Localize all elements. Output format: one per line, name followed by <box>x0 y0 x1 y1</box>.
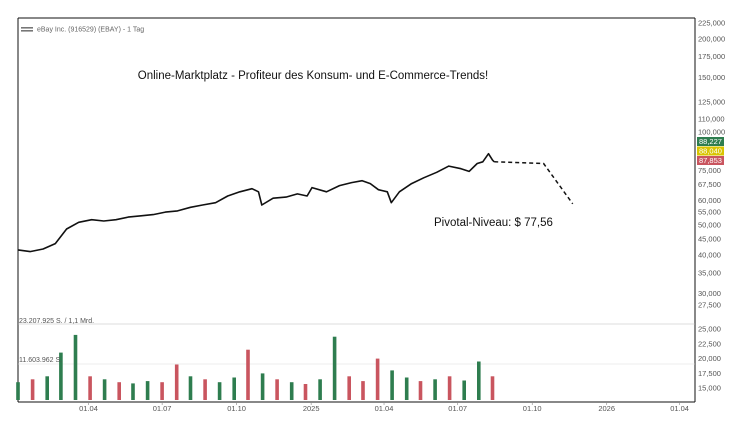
price-axis-tick: 35,000 <box>698 268 721 277</box>
price-axis-tick: 200,000 <box>698 34 725 43</box>
price-badge <box>697 156 724 165</box>
price-line <box>17 152 495 253</box>
price-axis-tick: 225,000 <box>698 19 725 28</box>
volume-bar <box>303 384 308 400</box>
volume-max-label: 23.207.925 S. / 1,1 Mrd. <box>19 318 94 325</box>
volume-bar <box>45 376 49 400</box>
volume-bar <box>332 336 337 400</box>
volume-bar <box>203 379 207 400</box>
price-axis-tick: 30,000 <box>698 289 721 298</box>
time-axis-tick: 01.04 <box>375 404 394 413</box>
volume-bar <box>404 377 409 400</box>
volume-bar <box>462 380 466 400</box>
time-axis: 01.04 01.07 01.10 2025 01.04 01.07 01.10 2026 01… <box>79 402 689 413</box>
price-axis-tick: 175,000 <box>698 52 725 61</box>
time-axis-tick: 01.04 <box>670 404 689 413</box>
volume-bar <box>260 373 265 400</box>
line-style-icon <box>21 27 33 29</box>
volume-bar <box>232 377 236 400</box>
price-badge-label: 88,040 <box>699 147 722 156</box>
volume-bar <box>375 358 380 400</box>
price-axis-tick: 67,500 <box>698 180 721 189</box>
time-axis-tick: 01.10 <box>523 404 542 413</box>
volume-bar <box>390 370 394 400</box>
price-badge-label: 87,853 <box>699 156 722 165</box>
price-axis-tick: 125,000 <box>698 97 725 106</box>
headline-annotation: Online-Marktplatz - Profiteur des Konsum… <box>138 70 488 82</box>
time-axis-tick: 01.07 <box>153 404 172 413</box>
price-axis-tick: 100,000 <box>698 127 725 136</box>
projection-line <box>494 161 574 205</box>
volume-bar <box>174 364 179 400</box>
volume-bar <box>102 379 107 400</box>
chart-frame <box>17 17 696 403</box>
price-axis-tick: 150,000 <box>698 73 725 82</box>
price-axis-tick: 40,000 <box>698 250 721 259</box>
volume-axis-tick: 22,500 <box>698 339 721 348</box>
volume-bar <box>188 376 193 400</box>
volume-bar <box>490 376 495 400</box>
price-plot <box>17 152 574 253</box>
price-badge-label: 88,227 <box>699 137 722 146</box>
volume-bar <box>88 376 92 400</box>
volume-bar <box>418 381 423 400</box>
volume-mid-label: 11.603.962 S. <box>19 357 62 364</box>
price-axis: 225,000 200,000 175,000 150,000 125,000 110,0… <box>698 19 725 310</box>
volume-axis-tick: 25,000 <box>698 325 721 334</box>
instrument-label: eBay Inc. (916529) (EBAY) - 1 Tag <box>37 27 144 34</box>
volume-bar <box>16 382 20 400</box>
volume-axis-tick: 15,000 <box>698 384 721 393</box>
volume-bar <box>131 383 135 400</box>
volume-bar <box>361 381 365 400</box>
volume-bar <box>347 376 351 400</box>
volume-bar <box>145 381 150 400</box>
price-axis-tick: 75,000 <box>698 166 721 175</box>
pivot-annotation: Pivotal-Niveau: $ 77,56 <box>434 217 553 229</box>
volume-bar <box>160 382 164 400</box>
price-axis-tick: 45,000 <box>698 235 721 244</box>
volume-bar <box>73 334 78 400</box>
time-axis-tick: 2026 <box>598 404 615 413</box>
volume-bar <box>477 361 481 400</box>
volume-bar <box>318 379 322 400</box>
volume-bar <box>30 379 35 400</box>
price-badge <box>697 137 724 146</box>
volume-bar <box>246 349 250 400</box>
line-style-icon <box>21 30 33 32</box>
price-axis-tick: 27,500 <box>698 301 721 310</box>
time-axis-tick: 2025 <box>303 404 320 413</box>
volume-bar <box>275 379 279 400</box>
volume-bar <box>117 382 121 400</box>
volume-bar <box>289 382 294 400</box>
volume-axis: 25,000 22,500 20,000 17,500 15,000 <box>698 325 721 393</box>
price-axis-tick: 60,000 <box>698 196 721 205</box>
price-badge <box>697 146 724 156</box>
volume-bar <box>59 352 63 400</box>
time-axis-tick: 01.07 <box>448 404 467 413</box>
volume-bar <box>433 379 437 400</box>
price-axis-tick: 50,000 <box>698 220 721 229</box>
price-axis-tick: 55,000 <box>698 208 721 217</box>
volume-bar <box>217 382 222 400</box>
volume-axis-tick: 20,000 <box>698 354 721 363</box>
time-axis-tick: 01.10 <box>227 404 246 413</box>
chart-header: eBay Inc. (916529) (EBAY) - 1 Tag <box>21 27 144 34</box>
price-axis-tick: 110,000 <box>698 115 725 124</box>
time-axis-tick: 01.04 <box>79 404 98 413</box>
volume-plot <box>16 334 495 400</box>
volume-bar <box>447 376 452 400</box>
volume-axis-tick: 17,500 <box>698 369 721 378</box>
